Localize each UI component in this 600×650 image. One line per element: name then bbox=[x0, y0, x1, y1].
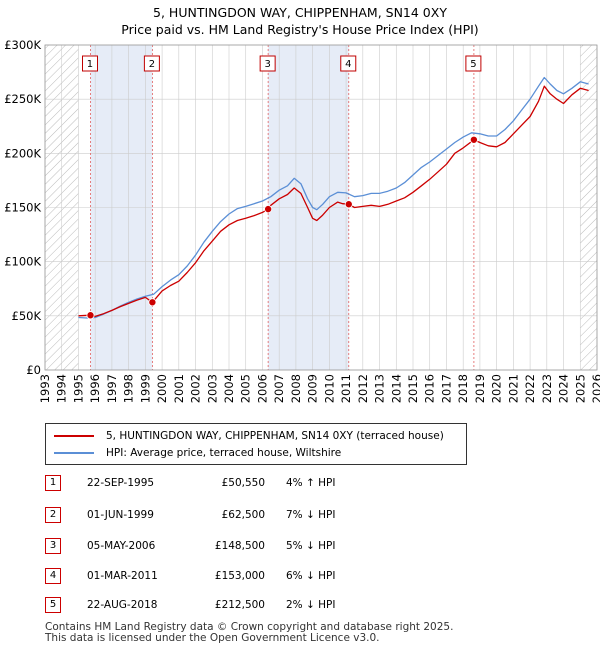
sale-price: £50,550 bbox=[221, 477, 265, 489]
x-tick-label: 1993 bbox=[38, 374, 52, 403]
sale-price: £212,500 bbox=[214, 599, 265, 611]
sale-point bbox=[86, 311, 95, 320]
sale-point bbox=[344, 200, 353, 209]
chart-legend: 5, HUNTINGDON WAY, CHIPPENHAM, SN14 0XY … bbox=[45, 423, 467, 465]
sale-price: £62,500 bbox=[221, 509, 265, 521]
sale-date: 01-JUN-1999 bbox=[87, 509, 154, 521]
hpi-series-line bbox=[78, 76, 589, 319]
x-tick-label: 1999 bbox=[138, 374, 152, 403]
y-tick-label: £150K bbox=[4, 201, 41, 215]
footer-copyright: Contains HM Land Registry data © Crown c… bbox=[45, 621, 454, 633]
y-tick-label: £250K bbox=[4, 92, 41, 106]
x-tick-label: 2022 bbox=[523, 374, 537, 403]
sale-number-label: 4 bbox=[345, 59, 351, 70]
chart-title-address: 5, HUNTINGDON WAY, CHIPPENHAM, SN14 0XY bbox=[153, 5, 447, 20]
legend-item-hpi: HPI: Average price, terraced house, Wilt… bbox=[54, 445, 341, 461]
series-group bbox=[78, 76, 589, 319]
x-tick-label: 2000 bbox=[155, 374, 169, 403]
x-tick-label: 2017 bbox=[439, 374, 453, 403]
sale-date: 05-MAY-2006 bbox=[87, 540, 156, 552]
x-tick-label: 1996 bbox=[88, 374, 102, 403]
sale-hpi-diff: 6% ↓ HPI bbox=[286, 570, 336, 582]
legend-line-property bbox=[54, 435, 94, 437]
legend-item-property: 5, HUNTINGDON WAY, CHIPPENHAM, SN14 0XY … bbox=[54, 428, 444, 444]
sale-date: 22-AUG-2018 bbox=[87, 599, 158, 611]
sale-number-label: 2 bbox=[149, 59, 155, 70]
transaction-row: 2 01-JUN-1999 £62,500 7% ↓ HPI bbox=[45, 507, 465, 525]
footer-licence: This data is licensed under the Open Gov… bbox=[45, 632, 380, 644]
x-tick-label: 2003 bbox=[205, 374, 219, 403]
sale-point bbox=[148, 298, 157, 307]
sale-price: £153,000 bbox=[214, 570, 265, 582]
x-tick-label: 2009 bbox=[306, 374, 320, 403]
sale-date: 01-MAR-2011 bbox=[87, 570, 158, 582]
chart-subtitle: Price paid vs. HM Land Registry's House … bbox=[121, 22, 479, 37]
x-tick-label: 2004 bbox=[222, 374, 236, 403]
sale-number-box bbox=[259, 55, 276, 72]
sale-number-label: 1 bbox=[87, 59, 93, 70]
sale-hpi-diff: 4% ↑ HPI bbox=[286, 477, 336, 489]
x-tick-label: 2013 bbox=[373, 374, 387, 403]
sale-point bbox=[264, 205, 273, 214]
sale-number-box bbox=[143, 55, 160, 72]
x-tick-label: 2021 bbox=[506, 374, 520, 403]
x-tick-label: 2007 bbox=[272, 374, 286, 403]
sale-number-box bbox=[81, 55, 98, 72]
price-chart: 1 2 3 4 5 £0 £50K £100K £150K £200K £250K £300K 1993… bbox=[4, 38, 600, 403]
sale-hpi-diff: 7% ↓ HPI bbox=[286, 509, 336, 521]
transaction-row: 5 22-AUG-2018 £212,500 2% ↓ HPI bbox=[45, 597, 465, 615]
legend-line-hpi bbox=[54, 452, 94, 454]
x-tick-label: 2005 bbox=[239, 374, 253, 403]
sale-date: 22-SEP-1995 bbox=[87, 477, 155, 489]
sale-price: £148,500 bbox=[214, 540, 265, 552]
sale-number-badge: 3 bbox=[45, 538, 61, 554]
y-tick-label: £50K bbox=[12, 309, 42, 323]
x-tick-label: 1998 bbox=[122, 374, 136, 403]
sale-point bbox=[469, 135, 478, 144]
x-tick-label: 1994 bbox=[55, 374, 69, 403]
y-tick-label: £100K bbox=[4, 255, 41, 269]
x-tick-label: 2002 bbox=[189, 374, 203, 403]
sale-number-badge: 5 bbox=[45, 597, 61, 613]
x-tick-label: 2014 bbox=[389, 374, 403, 403]
x-tick-label: 2023 bbox=[540, 374, 554, 403]
x-tick-label: 2015 bbox=[406, 374, 420, 403]
x-tick-label: 2010 bbox=[322, 374, 336, 403]
y-tick-label: £200K bbox=[4, 146, 41, 160]
sale-number-box bbox=[465, 55, 482, 72]
sale-number-label: 5 bbox=[470, 59, 476, 70]
x-tick-label: 2012 bbox=[356, 374, 370, 403]
transaction-row: 4 01-MAR-2011 £153,000 6% ↓ HPI bbox=[45, 568, 465, 586]
property-series-line bbox=[78, 85, 589, 318]
sale-number-badge: 1 bbox=[45, 475, 61, 491]
sale-hpi-diff: 2% ↓ HPI bbox=[286, 599, 336, 611]
legend-label-hpi: HPI: Average price, terraced house, Wilt… bbox=[106, 447, 342, 459]
x-tick-label: 2018 bbox=[456, 374, 470, 403]
sale-number-badge: 4 bbox=[45, 568, 61, 584]
sale-number-badge: 2 bbox=[45, 507, 61, 523]
plot-border bbox=[44, 44, 598, 371]
x-tick-label: 2025 bbox=[573, 374, 587, 403]
sale-number-label: 3 bbox=[264, 59, 270, 70]
x-tick-label: 2016 bbox=[423, 374, 437, 403]
x-tick-label: 2020 bbox=[490, 374, 504, 403]
x-tick-label: 2019 bbox=[473, 374, 487, 403]
x-tick-label: 2011 bbox=[339, 374, 353, 403]
x-tick-label: 2006 bbox=[255, 374, 269, 403]
transaction-row: 1 22-SEP-1995 £50,550 4% ↑ HPI bbox=[45, 475, 465, 493]
x-tick-label: 2001 bbox=[172, 374, 186, 403]
x-tick-label: 2026 bbox=[590, 374, 600, 403]
legend-label-property: 5, HUNTINGDON WAY, CHIPPENHAM, SN14 0XY … bbox=[106, 430, 444, 442]
y-tick-label: £0 bbox=[26, 363, 41, 377]
x-tick-label: 1997 bbox=[105, 374, 119, 403]
x-tick-label: 2024 bbox=[557, 374, 571, 403]
x-tick-label: 1995 bbox=[71, 374, 85, 403]
y-tick-label: £300K bbox=[4, 38, 41, 52]
x-tick-label: 2008 bbox=[289, 374, 303, 403]
sale-number-box bbox=[340, 55, 357, 72]
sale-hpi-diff: 5% ↓ HPI bbox=[286, 540, 336, 552]
transaction-row: 3 05-MAY-2006 £148,500 5% ↓ HPI bbox=[45, 538, 465, 556]
